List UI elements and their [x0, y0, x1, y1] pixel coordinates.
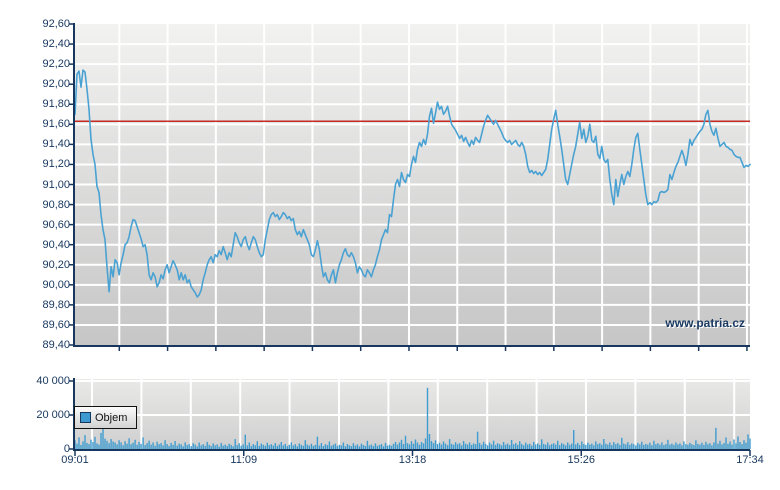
price-y-axis-label: 92,40	[42, 38, 70, 51]
price-y-axis-label: 90,00	[42, 278, 70, 291]
volume-chart-plot	[69, 378, 751, 456]
time-axis-label: 15:26	[567, 454, 596, 466]
volume-y-axis-label: 20 000	[36, 409, 70, 421]
watermark: www.patria.cz	[665, 316, 745, 330]
volume-series-marker-icon	[80, 412, 91, 423]
price-y-axis-label: 92,20	[42, 58, 70, 71]
price-y-axis-label: 90,80	[42, 198, 70, 211]
time-axis-label: 17:34	[736, 454, 764, 466]
volume-legend-label: Objem	[95, 411, 128, 424]
price-y-axis-label: 92,60	[42, 18, 70, 30]
price-chart-plot	[69, 23, 751, 351]
time-axis-label: 13:18	[398, 454, 427, 466]
price-y-axis-label: 89,60	[42, 318, 70, 331]
price-y-axis-label: 90,20	[42, 258, 70, 271]
price-y-axis-label: 92,00	[42, 78, 70, 91]
time-axis-label: 11:09	[230, 454, 258, 466]
price-y-axis-label: 91,00	[42, 178, 70, 191]
price-y-axis-label: 90,60	[42, 218, 70, 231]
price-y-axis-label: 89,40	[42, 339, 70, 351]
volume-y-axis-label: 0	[63, 443, 70, 455]
price-y-axis-label: 89,80	[42, 298, 70, 311]
time-axis-label: 09:01	[61, 454, 89, 466]
volume-y-axis-label: 40 000	[36, 375, 70, 387]
price-y-axis-label: 91,60	[42, 118, 70, 131]
price-y-axis-label: 91,80	[42, 98, 70, 111]
price-y-axis-label: 91,20	[42, 158, 70, 171]
volume-legend: Objem	[74, 406, 138, 429]
price-line	[74, 69, 751, 298]
price-y-axis-label: 91,40	[42, 138, 70, 151]
price-y-axis-label: 90,40	[42, 238, 70, 251]
